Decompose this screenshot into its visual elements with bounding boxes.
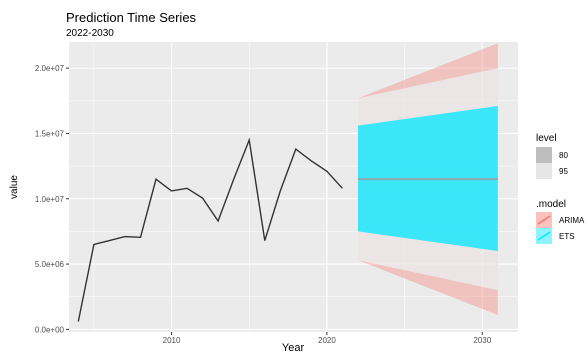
legend-model-label: ARIMA <box>559 216 585 225</box>
legend-level-title: level <box>536 133 557 144</box>
x-tick-label: 2010 <box>163 336 181 345</box>
history-line <box>77 137 343 322</box>
y-tick-label: 0.0e+00 <box>35 325 65 334</box>
legend-model-line <box>537 231 551 241</box>
y-tick-label: 1.0e+07 <box>35 195 65 204</box>
legend-model-line <box>537 215 551 225</box>
x-axis-title: Year <box>282 342 305 354</box>
y-axis: 0.0e+00 5.0e+06 1.0e+07 1.5e+07 2.0e+07 <box>35 64 69 334</box>
y-axis-title: value <box>9 175 20 199</box>
chart-title: Prediction Time Series <box>66 10 197 25</box>
x-tick-label: 2030 <box>473 336 491 345</box>
x-axis: 2010 2020 2030 <box>163 332 492 345</box>
legend: level 80 95 .model ARIMA ETS <box>536 133 585 244</box>
y-tick-label: 1.5e+07 <box>35 129 65 138</box>
x-tick-label: 2020 <box>318 336 336 345</box>
chart-subtitle: 2022-2030 <box>66 28 114 39</box>
legend-level-label: 80 <box>559 151 568 160</box>
y-tick-label: 5.0e+06 <box>35 260 65 269</box>
legend-model-label: ETS <box>559 232 575 241</box>
legend-model-title: .model <box>536 199 566 210</box>
legend-level-label: 95 <box>559 167 568 176</box>
y-tick-label: 2.0e+07 <box>35 64 65 73</box>
legend-level-key <box>536 147 552 163</box>
legend-level-key <box>536 163 552 179</box>
